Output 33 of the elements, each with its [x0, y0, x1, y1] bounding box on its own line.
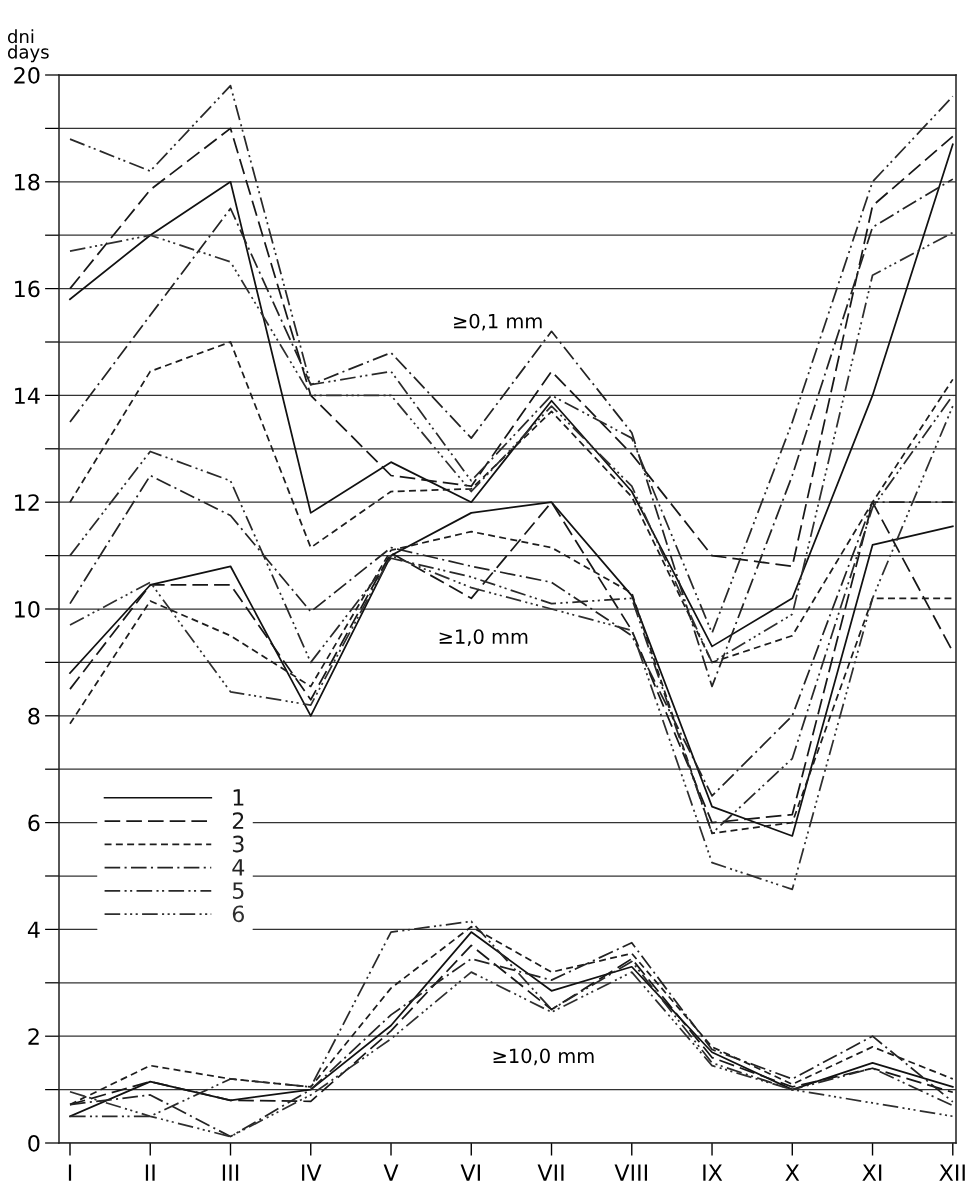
x-tick-label: IV	[302, 1164, 322, 1181]
x-tick-label: VIII	[614, 1164, 648, 1181]
y-tick-label: 8	[28, 707, 40, 725]
y-tick-label: 12	[15, 494, 39, 511]
y-tick-label: 2	[28, 1028, 39, 1045]
y-tick-label: 4	[27, 921, 40, 938]
y-tick-label: 14	[15, 387, 40, 404]
y-tick-label: 18	[15, 173, 40, 191]
x-tick-label: IX	[703, 1164, 723, 1181]
x-tick-label: III	[222, 1164, 239, 1181]
y-tick-label: 16	[15, 280, 40, 298]
y-tick-label: 20	[14, 66, 40, 84]
y-axis-title: dni days	[7, 29, 49, 63]
x-tick-label: VI	[460, 1164, 480, 1181]
x-tick-label: X	[785, 1164, 800, 1181]
x-tick-label: I	[68, 1164, 72, 1181]
y-tick-label: 6	[28, 814, 40, 832]
annotation: ≥1,0 mm	[439, 629, 528, 646]
x-tick-label: XII	[939, 1164, 965, 1181]
x-tick-label: XI	[862, 1164, 882, 1181]
y-tick-label: 10	[15, 600, 40, 618]
x-tick-label: II	[145, 1164, 155, 1181]
legend-label: 2	[232, 812, 244, 829]
annotation: ≥0,1 mm	[454, 313, 542, 331]
legend-label: 4	[232, 859, 245, 876]
legend-label: 5	[232, 882, 244, 899]
annotation: ≥10,0 mm	[493, 1048, 594, 1066]
legend-label: 3	[232, 835, 244, 853]
x-tick-label: V	[383, 1164, 399, 1181]
y-tick-label: 0	[28, 1134, 40, 1152]
x-tick-label: VII	[537, 1164, 564, 1181]
legend-label: 6	[232, 905, 244, 923]
legend-label: 1	[233, 789, 244, 806]
